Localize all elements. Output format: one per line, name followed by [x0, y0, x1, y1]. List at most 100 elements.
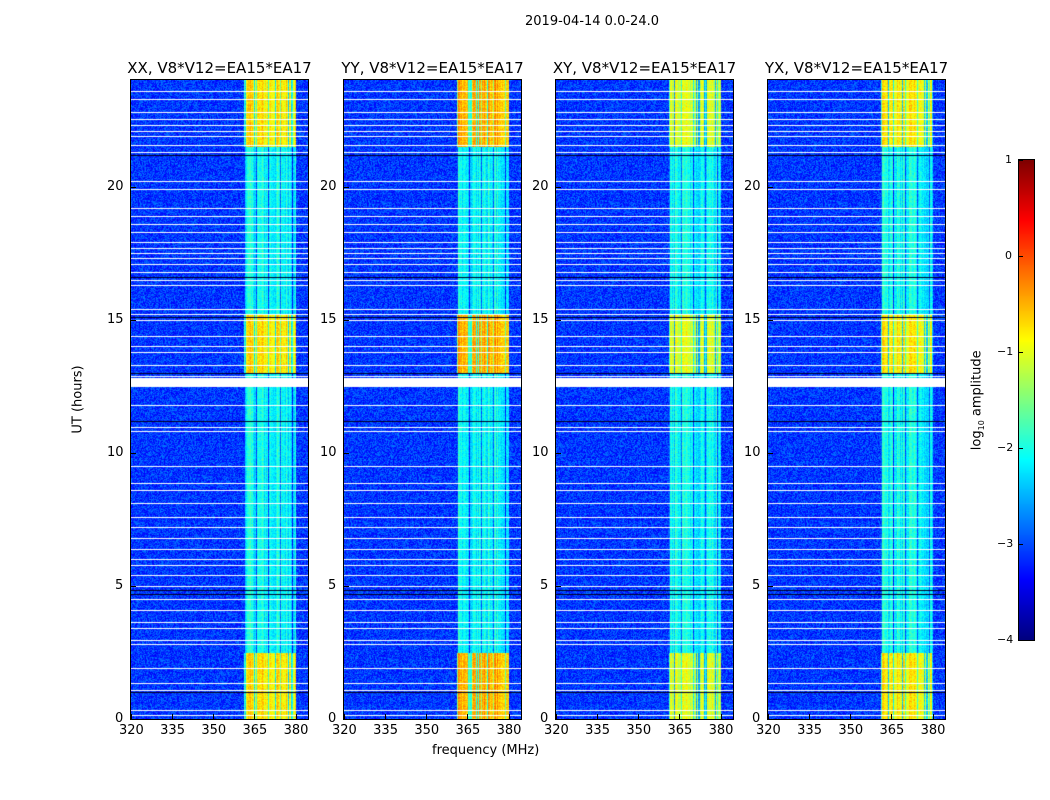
- colorbar-tick-label: −1: [997, 345, 1014, 358]
- colorbar-gradient: [1019, 160, 1034, 640]
- x-tick-label: 350: [201, 723, 227, 738]
- y-tick: [556, 585, 561, 587]
- y-tick-label: 5: [540, 577, 549, 593]
- y-tick: [768, 452, 773, 454]
- y-tick: [344, 585, 349, 587]
- y-tick: [768, 719, 773, 720]
- x-tick: [131, 714, 132, 719]
- y-tick: [344, 719, 349, 720]
- x-tick-label: 365: [455, 723, 481, 738]
- x-tick: [467, 714, 469, 719]
- heatmap-image: [131, 80, 308, 719]
- x-tick-label: 380: [496, 723, 522, 738]
- y-tick-label: 5: [328, 577, 337, 593]
- x-tick-label: 350: [838, 723, 864, 738]
- x-tick: [508, 714, 510, 719]
- heatmap-image: [556, 80, 733, 719]
- x-tick: [932, 714, 934, 719]
- y-tick-label: 10: [744, 444, 761, 460]
- y-tick: [131, 186, 136, 188]
- panel-title: YY, V8*V12=EA15*EA17: [341, 59, 524, 77]
- x-tick: [850, 714, 852, 719]
- y-tick: [556, 186, 561, 188]
- colorbar-tick-label: −4: [997, 633, 1014, 646]
- x-tick: [254, 714, 256, 719]
- y-tick-label: 20: [107, 178, 124, 194]
- y-tick-label: 0: [115, 711, 124, 726]
- colorbar-tick: [1019, 160, 1023, 161]
- y-tick-label: 0: [752, 711, 761, 726]
- x-tick-label: 380: [708, 723, 734, 738]
- y-tick: [344, 186, 349, 188]
- x-tick: [809, 714, 811, 719]
- y-tick: [768, 585, 773, 587]
- colorbar-tick: [1019, 352, 1023, 353]
- y-tick: [344, 319, 349, 321]
- y-tick-label: 10: [320, 444, 337, 460]
- y-tick: [131, 452, 136, 454]
- colorbar-tick-label: −3: [997, 537, 1014, 550]
- y-tick: [768, 319, 773, 321]
- x-tick-label: 320: [119, 723, 144, 738]
- x-tick-label: 335: [160, 723, 185, 738]
- x-tick: [344, 714, 345, 719]
- colorbar-frame: [1018, 159, 1035, 641]
- y-tick-label: 10: [532, 444, 549, 460]
- x-tick-label: 380: [283, 723, 309, 738]
- y-tick-label: 15: [107, 311, 124, 327]
- x-tick: [768, 714, 769, 719]
- heatmap-image: [344, 80, 521, 719]
- colorbar-label: log10 amplitude: [970, 350, 987, 450]
- x-tick: [295, 714, 297, 719]
- x-tick-label: 320: [544, 723, 569, 738]
- colorbar-tick-label: −2: [997, 441, 1014, 454]
- x-tick-label: 365: [242, 723, 268, 738]
- axes-frame: [555, 79, 734, 720]
- x-tick-label: 365: [879, 723, 905, 738]
- x-tick: [597, 714, 599, 719]
- x-tick-label: 320: [332, 723, 357, 738]
- x-tick-label: 380: [920, 723, 946, 738]
- colorbar-tick-label: 0: [1005, 249, 1012, 262]
- y-tick-label: 15: [744, 311, 761, 327]
- x-tick-label: 335: [585, 723, 610, 738]
- y-tick: [556, 719, 561, 720]
- colorbar-tick-label: 1: [1005, 153, 1012, 166]
- x-tick-label: 350: [414, 723, 440, 738]
- x-tick: [426, 714, 428, 719]
- y-tick-label: 15: [532, 311, 549, 327]
- x-tick: [385, 714, 387, 719]
- panel-title: XX, V8*V12=EA15*EA17: [127, 59, 312, 77]
- panel-title: XY, V8*V12=EA15*EA17: [552, 59, 737, 77]
- axes-frame: [767, 79, 946, 720]
- axes-frame: [130, 79, 309, 720]
- x-tick-label: 350: [626, 723, 652, 738]
- y-tick: [131, 719, 136, 720]
- x-tick: [638, 714, 640, 719]
- x-tick: [679, 714, 681, 719]
- y-tick-label: 5: [752, 577, 761, 593]
- axes-frame: [343, 79, 522, 720]
- y-tick: [344, 452, 349, 454]
- y-tick-label: 0: [540, 711, 549, 726]
- y-tick-label: 15: [320, 311, 337, 327]
- y-tick: [556, 452, 561, 454]
- x-tick: [720, 714, 722, 719]
- y-tick: [131, 585, 136, 587]
- y-tick-label: 10: [107, 444, 124, 460]
- y-tick-label: 5: [115, 577, 124, 593]
- colorbar-label-main: log: [969, 430, 985, 451]
- x-tick: [213, 714, 215, 719]
- x-tick: [891, 714, 893, 719]
- colorbar-label-rest: amplitude: [969, 350, 985, 421]
- x-tick: [172, 714, 174, 719]
- y-tick: [131, 319, 136, 321]
- x-tick-label: 335: [373, 723, 398, 738]
- y-tick: [556, 319, 561, 321]
- colorbar-tick: [1019, 640, 1023, 641]
- x-tick-label: 365: [667, 723, 693, 738]
- colorbar-tick: [1019, 544, 1023, 545]
- y-tick-label: 20: [744, 178, 761, 194]
- x-tick-label: 320: [756, 723, 781, 738]
